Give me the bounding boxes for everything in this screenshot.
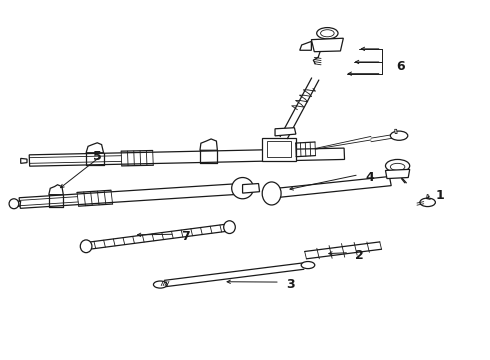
- Polygon shape: [394, 129, 397, 134]
- Ellipse shape: [262, 182, 281, 205]
- Polygon shape: [21, 158, 27, 163]
- Polygon shape: [262, 138, 296, 161]
- Polygon shape: [19, 184, 241, 208]
- Polygon shape: [271, 176, 391, 198]
- Polygon shape: [300, 41, 311, 50]
- Text: 2: 2: [355, 249, 364, 262]
- Polygon shape: [200, 139, 218, 150]
- Polygon shape: [243, 184, 260, 193]
- Ellipse shape: [9, 199, 19, 209]
- Ellipse shape: [301, 261, 315, 269]
- Polygon shape: [386, 169, 410, 179]
- Text: 6: 6: [396, 60, 405, 73]
- Text: 1: 1: [436, 189, 444, 202]
- Text: 5: 5: [93, 150, 101, 163]
- Ellipse shape: [320, 30, 334, 37]
- Polygon shape: [14, 201, 21, 206]
- Ellipse shape: [223, 221, 235, 234]
- Ellipse shape: [80, 240, 92, 253]
- Polygon shape: [267, 141, 291, 157]
- Polygon shape: [427, 194, 429, 198]
- Ellipse shape: [391, 131, 408, 140]
- Text: 7: 7: [181, 230, 190, 243]
- Polygon shape: [311, 38, 343, 52]
- Text: 3: 3: [286, 278, 294, 291]
- Polygon shape: [275, 128, 296, 136]
- Ellipse shape: [386, 159, 410, 172]
- Polygon shape: [49, 185, 63, 195]
- Polygon shape: [29, 148, 344, 166]
- Text: 4: 4: [365, 171, 374, 184]
- Ellipse shape: [420, 198, 436, 207]
- Ellipse shape: [317, 28, 338, 39]
- Ellipse shape: [232, 177, 253, 199]
- Polygon shape: [86, 143, 103, 153]
- Ellipse shape: [153, 281, 167, 288]
- Ellipse shape: [391, 163, 405, 170]
